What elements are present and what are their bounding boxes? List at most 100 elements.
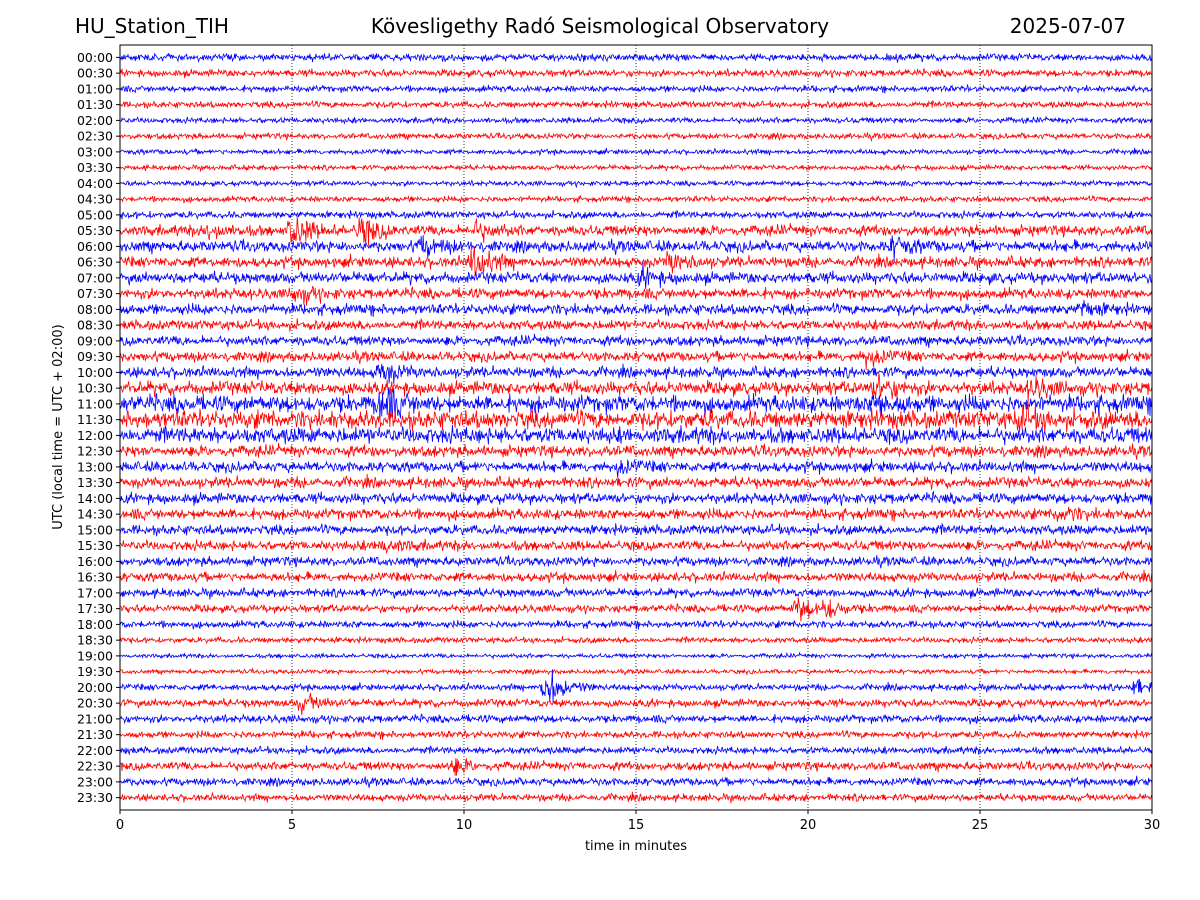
trace-1830	[120, 635, 1152, 645]
trace-0700	[120, 261, 1152, 289]
trace-layer	[120, 52, 1152, 804]
y-tick-label: 01:00	[77, 81, 113, 96]
trace-0030	[120, 67, 1152, 79]
y-tick-label: 00:30	[77, 66, 113, 81]
trace-1400	[120, 490, 1152, 507]
y-tick-label: 04:00	[77, 176, 113, 191]
trace-1730	[120, 597, 1152, 622]
y-tick-label: 12:00	[77, 428, 113, 443]
y-tick-label: 07:00	[77, 270, 113, 285]
x-axis-label: time in minutes	[585, 839, 687, 854]
y-tick-label: 21:30	[77, 727, 113, 742]
trace-0400	[120, 179, 1152, 189]
x-tick-label: 30	[1144, 818, 1161, 833]
y-tick-label: 22:00	[77, 743, 113, 758]
y-tick-label: 15:30	[77, 538, 113, 553]
y-tick-label: 03:00	[77, 144, 113, 159]
trace-1330	[120, 473, 1152, 491]
y-tick-label: 11:30	[77, 412, 113, 427]
trace-1600	[120, 555, 1152, 569]
y-tick-label: 18:00	[77, 617, 113, 632]
trace-0800	[120, 299, 1152, 317]
y-tick-label: 04:30	[77, 192, 113, 207]
y-tick-label: 15:00	[77, 522, 113, 537]
y-tick-label: 23:30	[77, 790, 113, 805]
trace-0630	[120, 246, 1152, 277]
trace-2130	[120, 729, 1152, 740]
y-tick-label: 18:30	[77, 633, 113, 648]
y-tick-label: 21:00	[77, 711, 113, 726]
y-tick-label: 03:30	[77, 160, 113, 175]
trace-1800	[120, 619, 1152, 630]
y-tick-label: 13:00	[77, 459, 113, 474]
trace-1000	[120, 363, 1152, 385]
y-tick-label: 02:30	[77, 129, 113, 144]
y-axis-label: UTC (local time = UTC + 02:00)	[51, 324, 66, 529]
trace-1700	[120, 586, 1152, 600]
y-tick-label: 22:30	[77, 759, 113, 774]
y-tick-label: 08:00	[77, 302, 113, 317]
y-tick-label: 17:00	[77, 585, 113, 600]
x-tick-label: 0	[116, 818, 124, 833]
y-tick-label: 07:30	[77, 286, 113, 301]
trace-1900	[120, 651, 1152, 661]
y-tick-label: 20:00	[77, 680, 113, 695]
y-tick-label: 05:00	[77, 207, 113, 222]
trace-1500	[120, 522, 1152, 537]
y-tick-label: 13:30	[77, 475, 113, 490]
station-name: HU_Station_TIH	[75, 14, 229, 38]
trace-0930	[120, 348, 1152, 370]
trace-1030	[120, 372, 1152, 402]
axis-layer: 0 5 10 15 20 25 30 00:0000:3001:0001:3002:0002:…	[77, 50, 1160, 833]
y-tick-label: 12:30	[77, 444, 113, 459]
x-tick-label: 10	[456, 818, 473, 833]
trace-0100	[120, 83, 1152, 94]
y-tick-label: 00:00	[77, 50, 113, 65]
trace-1430	[120, 506, 1152, 522]
trace-0330	[120, 163, 1152, 173]
trace-0430	[120, 194, 1152, 204]
y-tick-label: 17:30	[77, 601, 113, 616]
y-tick-label: 09:30	[77, 349, 113, 364]
trace-0900	[120, 333, 1152, 348]
record-date: 2025-07-07	[1009, 14, 1126, 38]
y-tick-label: 06:00	[77, 239, 113, 254]
y-tick-label: 10:30	[77, 381, 113, 396]
trace-1530	[120, 538, 1152, 555]
trace-0830	[120, 317, 1152, 332]
trace-2300	[120, 775, 1152, 788]
y-tick-label: 19:00	[77, 648, 113, 663]
y-tick-label: 20:30	[77, 696, 113, 711]
y-tick-label: 10:00	[77, 365, 113, 380]
trace-1130	[120, 400, 1152, 433]
trace-0500	[120, 209, 1152, 221]
trace-0730	[120, 285, 1152, 306]
x-tick-label: 15	[628, 818, 645, 833]
trace-2030	[120, 692, 1152, 716]
y-tick-label: 11:00	[77, 396, 113, 411]
observatory-title: Kövesligethy Radó Seismological Observat…	[370, 14, 830, 38]
x-tick-label: 20	[800, 818, 817, 833]
y-tick-label: 23:00	[77, 774, 113, 789]
trace-1230	[120, 443, 1152, 460]
y-tick-label: 01:30	[77, 97, 113, 112]
y-tick-label: 05:30	[77, 223, 113, 238]
trace-0600	[120, 235, 1152, 261]
x-tick-label: 25	[972, 818, 989, 833]
trace-0300	[120, 147, 1152, 157]
y-tick-label: 16:30	[77, 570, 113, 585]
trace-0000	[120, 52, 1152, 64]
y-tick-label: 02:00	[77, 113, 113, 128]
grid-layer	[291, 45, 981, 810]
y-tick-label: 06:30	[77, 255, 113, 270]
y-tick-label: 16:00	[77, 554, 113, 569]
y-tick-label: 08:30	[77, 318, 113, 333]
trace-1200	[120, 425, 1152, 446]
y-tick-label: 09:00	[77, 333, 113, 348]
y-tick-label: 14:30	[77, 507, 113, 522]
trace-0130	[120, 99, 1152, 110]
trace-0230	[120, 131, 1152, 142]
y-tick-label: 19:30	[77, 664, 113, 679]
trace-2000	[120, 669, 1152, 703]
